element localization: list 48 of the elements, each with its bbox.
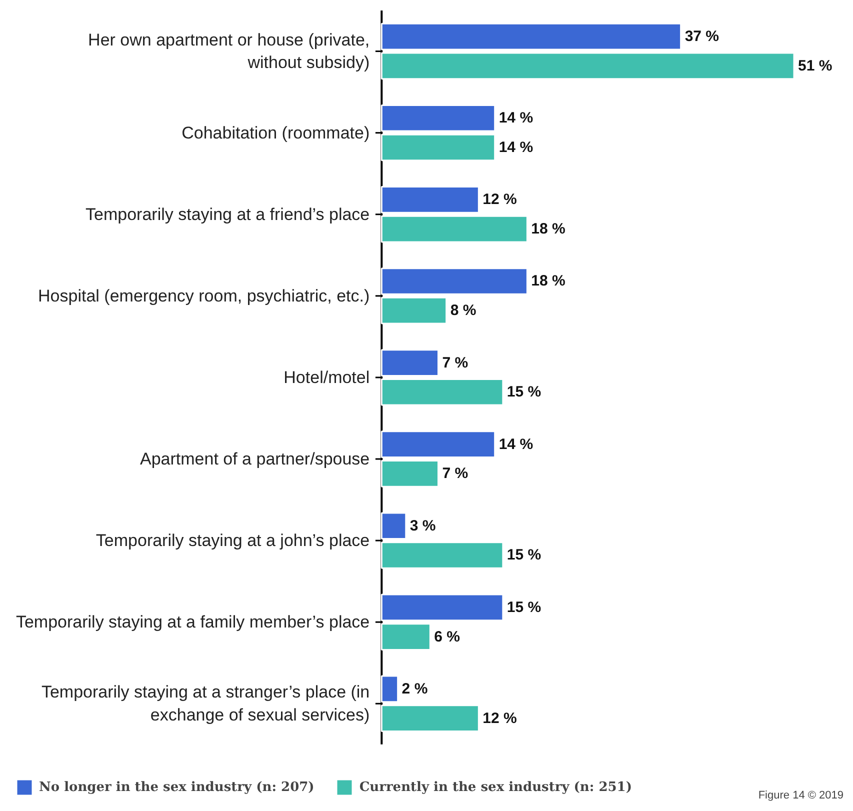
- y-tick-label: Temporarily staying at a stranger’s place (in exchange of sexual services): [41, 682, 370, 725]
- data-label: 15 %: [506, 384, 542, 401]
- data-label: 14 %: [498, 436, 534, 453]
- bar: [380, 296, 448, 324]
- bar: [380, 430, 496, 458]
- bar: [380, 134, 496, 162]
- data-label: 12 %: [482, 191, 517, 208]
- bar: [380, 22, 682, 50]
- y-tick-label: Her own apartment or house (private, without subsidy): [88, 30, 370, 72]
- data-label: 8 %: [450, 302, 476, 320]
- legend-label: Currently in the sex industry (n: 251): [359, 780, 632, 794]
- y-tick-label: Cohabitation (roommate): [182, 123, 370, 142]
- bar: [380, 186, 480, 214]
- caption: Figure 14 © 2019: [758, 790, 844, 802]
- y-tick-label: Hotel/motel: [284, 368, 370, 387]
- bar: [380, 675, 399, 703]
- data-label: 37 %: [684, 28, 720, 46]
- data-label: 2 %: [402, 680, 428, 698]
- y-tick-label: Temporarily staying at a john’s place: [96, 531, 370, 550]
- data-label: 18 %: [531, 272, 566, 290]
- bar: [380, 460, 439, 488]
- y-tick-label: Temporarily staying at a friend’s place: [86, 204, 370, 224]
- bar: [380, 378, 504, 406]
- data-label: 6 %: [434, 628, 460, 646]
- data-label: 14 %: [498, 139, 534, 156]
- bar: [380, 349, 439, 376]
- bar: [380, 268, 528, 295]
- bar: [380, 215, 528, 243]
- bar: [380, 623, 431, 650]
- data-label: 7 %: [442, 354, 468, 372]
- data-label: 15 %: [506, 546, 542, 564]
- y-tick-label: Temporarily staying at a family member’s place: [16, 612, 370, 632]
- bar: [380, 52, 795, 80]
- bar: [380, 104, 496, 132]
- bar: [380, 542, 504, 569]
- data-label: 51 %: [798, 57, 832, 74]
- data-label: 12 %: [482, 710, 517, 727]
- bar: [380, 512, 407, 540]
- data-label: 15 %: [506, 598, 542, 616]
- bar: [380, 704, 480, 732]
- y-tick-label: Hospital (emergency room, psychiatric, etc.): [38, 286, 370, 306]
- data-label: 3 %: [410, 517, 436, 534]
- legend-label: No longer in the sex industry (n: 207): [39, 780, 314, 794]
- y-tick-label: Apartment of a partner/spouse: [140, 450, 370, 469]
- data-label: 14 %: [498, 110, 534, 127]
- data-label: 18 %: [531, 220, 566, 238]
- bar: [380, 594, 504, 622]
- data-label: 7 %: [442, 465, 468, 482]
